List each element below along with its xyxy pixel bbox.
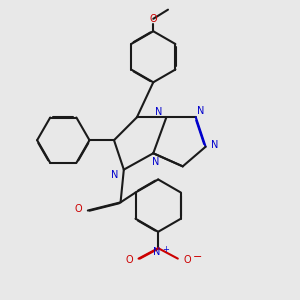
Text: +: + [162, 245, 169, 254]
Text: O: O [184, 255, 191, 265]
Text: N: N [197, 106, 204, 116]
Text: N: N [111, 169, 118, 179]
Text: O: O [126, 255, 133, 265]
Text: O: O [75, 204, 82, 214]
Text: N: N [152, 158, 160, 167]
Text: N: N [211, 140, 218, 150]
Text: N: N [155, 107, 163, 117]
Text: O: O [149, 14, 157, 24]
Text: N: N [153, 247, 160, 257]
Text: −: − [193, 252, 202, 262]
